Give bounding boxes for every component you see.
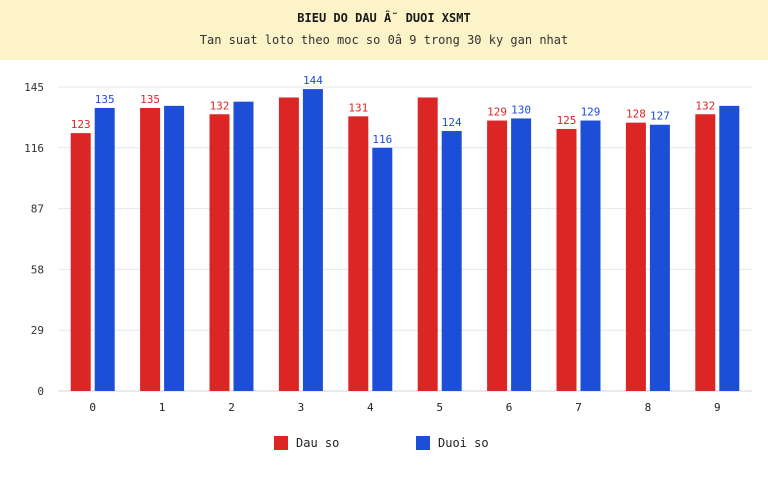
y-tick-label: 87 <box>31 203 44 216</box>
bar-dau-so <box>348 116 369 392</box>
bar-dau-so <box>625 122 646 391</box>
bar-duoi-so <box>649 124 670 392</box>
x-tick-label: 8 <box>645 401 652 414</box>
bar-duoi-so <box>164 105 185 392</box>
data-label: 123 <box>71 118 91 131</box>
chart-header: BIEU DO DAU Â˜ DUOI XSMT Tan suat loto t… <box>0 0 768 60</box>
bar-duoi-so <box>233 101 254 392</box>
x-tick-label: 9 <box>714 401 721 414</box>
data-label: 125 <box>557 114 577 127</box>
y-tick-label: 145 <box>24 81 44 94</box>
bar-duoi-so <box>719 105 740 392</box>
bar-dau-so <box>556 128 577 391</box>
x-tick-label: 4 <box>367 401 374 414</box>
x-tick-label: 5 <box>436 401 443 414</box>
chart-title: BIEU DO DAU Â˜ DUOI XSMT <box>297 11 471 25</box>
data-label: 135 <box>140 93 160 106</box>
y-tick-label: 58 <box>31 263 44 276</box>
x-tick-label: 1 <box>159 401 166 414</box>
data-label: 144 <box>303 74 323 87</box>
data-label: 124 <box>442 116 462 129</box>
data-label: 127 <box>650 110 670 123</box>
data-label: 135 <box>95 93 115 106</box>
legend-label-duoi-so: Duoi so <box>438 436 489 450</box>
legend-swatch-duoi-so <box>416 436 430 450</box>
bar-dau-so <box>695 114 716 391</box>
bar-dau-so <box>70 133 91 391</box>
data-label: 132 <box>695 99 715 112</box>
bar-dau-so <box>140 107 161 391</box>
bar-duoi-so <box>302 89 323 391</box>
x-tick-label: 2 <box>228 401 235 414</box>
legend-swatch-dau-so <box>274 436 288 450</box>
x-tick-label: 7 <box>575 401 582 414</box>
bar-duoi-so <box>441 131 462 391</box>
legend-label-dau-so: Dau so <box>296 436 340 450</box>
data-label: 130 <box>511 103 531 116</box>
x-tick-label: 6 <box>506 401 513 414</box>
y-tick-label: 0 <box>37 385 44 398</box>
x-tick-label: 0 <box>89 401 96 414</box>
data-label: 132 <box>210 99 230 112</box>
bar-duoi-so <box>580 120 601 391</box>
legend-item-duoi-so[interactable]: Duoi so <box>416 436 489 450</box>
data-label: 129 <box>487 106 507 119</box>
y-tick-label: 116 <box>24 142 44 155</box>
bar-dau-so <box>487 120 508 391</box>
bar-duoi-so <box>94 107 115 391</box>
data-label: 116 <box>372 133 392 146</box>
data-label: 128 <box>626 108 646 121</box>
data-label: 129 <box>581 106 601 119</box>
data-label: 131 <box>348 101 368 114</box>
bar-dau-so <box>209 114 230 391</box>
x-tick-label: 3 <box>298 401 305 414</box>
chart-subtitle: Tan suat loto theo moc so 0â 9 trong 30 … <box>199 33 569 47</box>
bar-dau-so <box>417 97 438 391</box>
bar-dau-so <box>278 97 299 391</box>
y-tick-label: 29 <box>31 324 44 337</box>
bar-duoi-so <box>372 147 393 391</box>
bar-chart: 0295887116145123135013511322144313111641… <box>24 74 752 414</box>
legend-item-dau-so[interactable]: Dau so <box>274 436 339 450</box>
bar-duoi-so <box>511 118 532 391</box>
